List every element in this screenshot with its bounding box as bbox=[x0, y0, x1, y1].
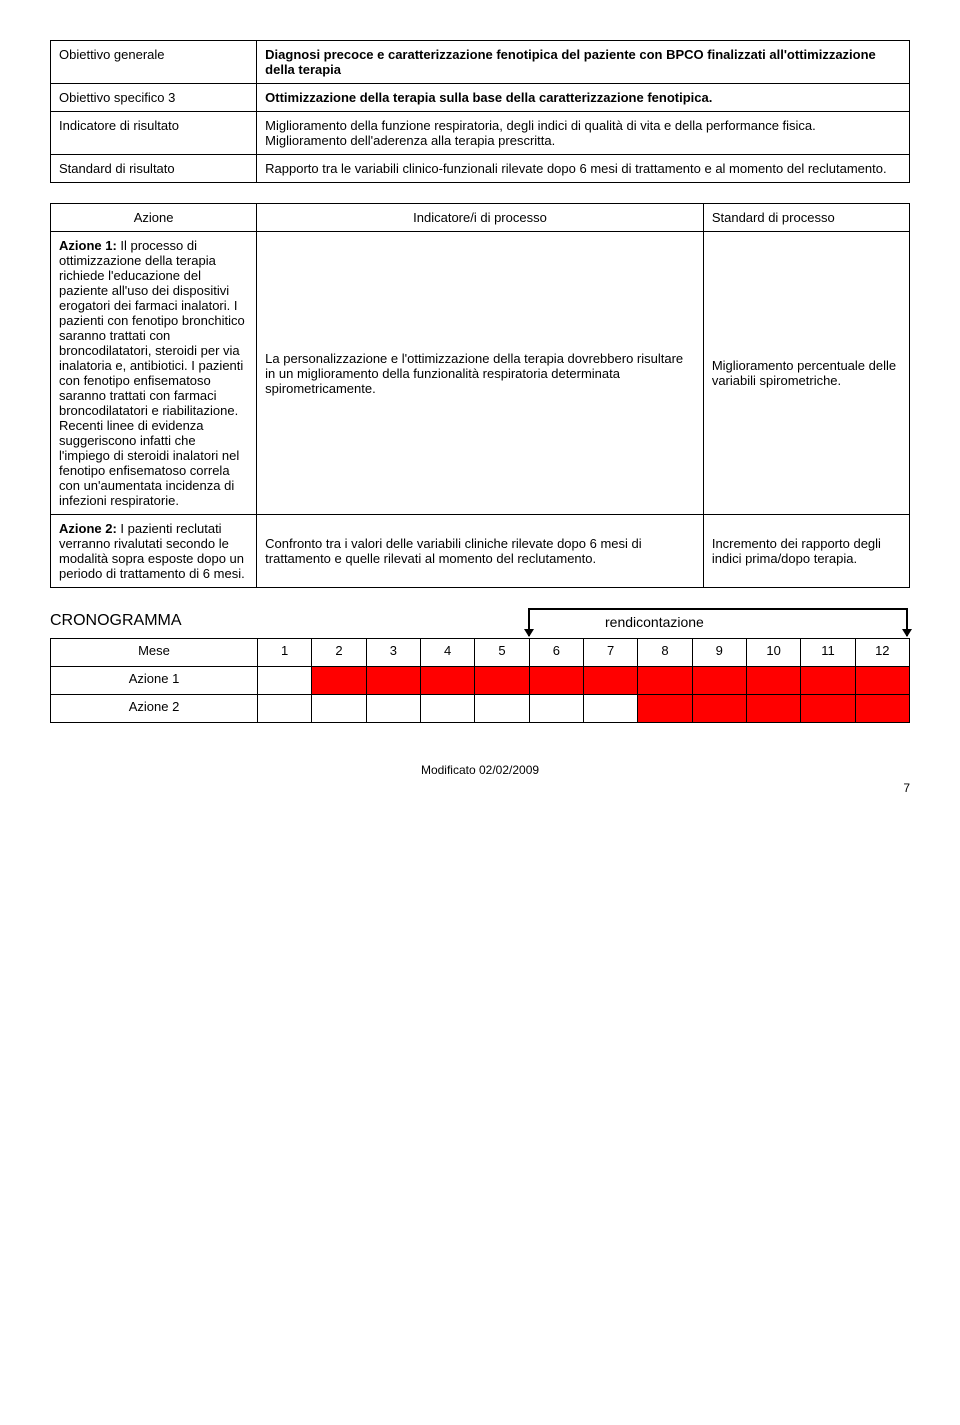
month-header: 10 bbox=[746, 639, 800, 667]
action-row: Azione 1: Il processo di ottimizzazione … bbox=[51, 232, 910, 515]
action-row: Azione 2: I pazienti reclutati verranno … bbox=[51, 515, 910, 588]
crono-cell bbox=[420, 695, 474, 723]
crono-row: Azione 2 bbox=[51, 695, 910, 723]
header-row: Standard di risultatoRapporto tra le var… bbox=[51, 155, 910, 183]
month-header: 7 bbox=[583, 639, 637, 667]
month-header: 1 bbox=[258, 639, 312, 667]
action-table: Azione Indicatore/i di processo Standard… bbox=[50, 203, 910, 588]
month-header: 12 bbox=[855, 639, 909, 667]
crono-row-label: Azione 1 bbox=[51, 667, 258, 695]
header-label: Indicatore di risultato bbox=[51, 112, 257, 155]
header-value: Miglioramento della funzione respiratori… bbox=[257, 112, 910, 155]
crono-cell bbox=[855, 695, 909, 723]
header-value: Rapporto tra le variabili clinico-funzio… bbox=[257, 155, 910, 183]
crono-cell bbox=[258, 667, 312, 695]
crono-cell bbox=[529, 667, 583, 695]
crono-cell bbox=[855, 667, 909, 695]
connector-line bbox=[528, 608, 908, 636]
page-number: 7 bbox=[50, 781, 910, 795]
month-header: 6 bbox=[529, 639, 583, 667]
col-header-standard: Standard di processo bbox=[703, 204, 909, 232]
footer-modified: Modificato 02/02/2009 bbox=[50, 763, 910, 777]
indicator-cell: Confronto tra i valori delle variabili c… bbox=[257, 515, 704, 588]
action-prefix: Azione 2: bbox=[59, 521, 120, 536]
header-row: Obiettivo generaleDiagnosi precoce e car… bbox=[51, 41, 910, 84]
crono-cell bbox=[475, 695, 529, 723]
crono-cell bbox=[475, 667, 529, 695]
month-header: 8 bbox=[638, 639, 692, 667]
standard-cell: Miglioramento percentuale delle variabil… bbox=[703, 232, 909, 515]
cronogramma-section: CRONOGRAMMA rendicontazione Mese 1234567… bbox=[50, 608, 910, 723]
action-prefix: Azione 1: bbox=[59, 238, 120, 253]
month-header: 4 bbox=[420, 639, 474, 667]
month-header: 2 bbox=[312, 639, 366, 667]
crono-cell bbox=[529, 695, 583, 723]
col-header-azione: Azione bbox=[51, 204, 257, 232]
standard-cell: Incremento dei rapporto degli indici pri… bbox=[703, 515, 909, 588]
header-row: Obiettivo specifico 3Ottimizzazione dell… bbox=[51, 84, 910, 112]
crono-cell bbox=[366, 667, 420, 695]
crono-cell bbox=[692, 667, 746, 695]
indicator-cell: La personalizzazione e l'ottimizzazione … bbox=[257, 232, 704, 515]
cronogramma-table: Mese 123456789101112 Azione 1Azione 2 bbox=[50, 638, 910, 723]
header-label: Obiettivo generale bbox=[51, 41, 257, 84]
crono-cell bbox=[583, 695, 637, 723]
header-table: Obiettivo generaleDiagnosi precoce e car… bbox=[50, 40, 910, 183]
crono-cell bbox=[801, 667, 855, 695]
crono-cell bbox=[638, 667, 692, 695]
crono-cell bbox=[420, 667, 474, 695]
crono-cell bbox=[638, 695, 692, 723]
header-label: Obiettivo specifico 3 bbox=[51, 84, 257, 112]
cronogramma-title: CRONOGRAMMA bbox=[50, 612, 182, 630]
crono-cell bbox=[746, 695, 800, 723]
crono-cell bbox=[366, 695, 420, 723]
header-row: Indicatore di risultatoMiglioramento del… bbox=[51, 112, 910, 155]
header-value: Diagnosi precoce e caratterizzazione fen… bbox=[257, 41, 910, 84]
month-header: 5 bbox=[475, 639, 529, 667]
crono-cell bbox=[312, 667, 366, 695]
crono-row-label: Azione 2 bbox=[51, 695, 258, 723]
crono-cell bbox=[746, 667, 800, 695]
action-cell: Azione 2: I pazienti reclutati verranno … bbox=[51, 515, 257, 588]
crono-cell bbox=[312, 695, 366, 723]
month-label: Mese bbox=[51, 639, 258, 667]
crono-cell bbox=[258, 695, 312, 723]
action-cell: Azione 1: Il processo di ottimizzazione … bbox=[51, 232, 257, 515]
header-value: Ottimizzazione della terapia sulla base … bbox=[257, 84, 910, 112]
crono-row: Azione 1 bbox=[51, 667, 910, 695]
crono-cell bbox=[583, 667, 637, 695]
col-header-indicatore: Indicatore/i di processo bbox=[257, 204, 704, 232]
month-header: 9 bbox=[692, 639, 746, 667]
month-header: 11 bbox=[801, 639, 855, 667]
month-header: 3 bbox=[366, 639, 420, 667]
crono-cell bbox=[692, 695, 746, 723]
crono-cell bbox=[801, 695, 855, 723]
header-label: Standard di risultato bbox=[51, 155, 257, 183]
